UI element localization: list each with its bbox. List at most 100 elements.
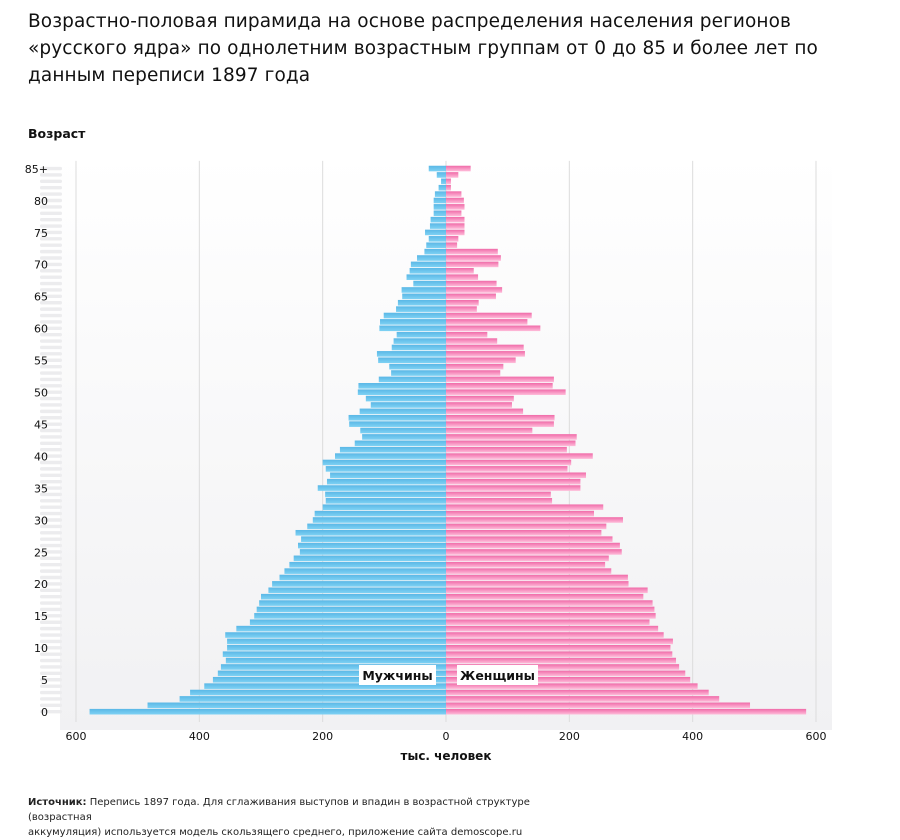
male-bar-age-26 bbox=[298, 542, 446, 549]
male-bar-age-29 bbox=[307, 523, 446, 530]
male-bar-age-18 bbox=[261, 593, 446, 600]
female-bar-age-59 bbox=[446, 331, 488, 338]
stripe-row bbox=[40, 473, 62, 477]
male-bar-age-70 bbox=[410, 261, 446, 268]
male-bar-age-43 bbox=[362, 434, 446, 440]
female-bar-age-71 bbox=[446, 255, 501, 261]
x-axis-tick-labels: 600 400 200 0 200 400 600 bbox=[66, 730, 827, 743]
female-bar-age-43 bbox=[446, 434, 577, 440]
female-bar-age-10 bbox=[446, 645, 671, 651]
y-tick-label: 55 bbox=[34, 355, 48, 368]
stripe-row bbox=[40, 594, 62, 599]
stripe-row bbox=[40, 697, 62, 701]
female-bar-age-21 bbox=[446, 574, 628, 581]
female-bar-age-53 bbox=[446, 370, 501, 376]
male-bar-age-57 bbox=[391, 344, 446, 351]
legend-male: Мужчины bbox=[359, 665, 436, 685]
male-bar-age-60 bbox=[379, 325, 446, 332]
female-bar-age-2 bbox=[446, 696, 720, 702]
legend-female-box bbox=[457, 665, 538, 685]
stripe-row bbox=[40, 211, 62, 215]
y-tick-label: 0 bbox=[41, 706, 48, 719]
male-bar-age-23 bbox=[289, 561, 446, 568]
stripe-row bbox=[40, 173, 62, 177]
y-tick-label: 35 bbox=[34, 482, 48, 495]
male-bar-age-65 bbox=[402, 293, 446, 300]
stripe-row bbox=[40, 569, 62, 573]
male-bar-age-46 bbox=[348, 414, 446, 421]
male-bar-age-71 bbox=[417, 255, 446, 261]
stripe-row bbox=[40, 198, 62, 203]
female-bar-age-36 bbox=[446, 478, 581, 485]
female-bar-age-8 bbox=[446, 657, 677, 664]
female-bar-age-18 bbox=[446, 593, 644, 600]
stripe-row bbox=[40, 326, 62, 330]
stripe-row bbox=[40, 301, 62, 305]
female-bar-age-15 bbox=[446, 613, 656, 619]
y-tick-label: 75 bbox=[34, 227, 48, 240]
stripe-row bbox=[40, 332, 62, 337]
female-bar-age-23 bbox=[446, 561, 606, 568]
female-bar-age-75 bbox=[446, 229, 465, 236]
female-bar-age-70 bbox=[446, 261, 499, 268]
y-tick-label: 50 bbox=[34, 387, 48, 400]
male-bar-age-31 bbox=[314, 510, 446, 517]
female-bar-age-9 bbox=[446, 651, 673, 657]
female-bar-age-84 bbox=[446, 172, 459, 178]
female-bar-age-57 bbox=[446, 344, 524, 351]
male-bars bbox=[89, 165, 447, 715]
male-bar-age-54 bbox=[389, 363, 446, 370]
stripe-row bbox=[40, 422, 62, 426]
male-bar-age-27 bbox=[301, 536, 446, 542]
female-bar-age-37 bbox=[446, 472, 586, 479]
female-bar-age-46 bbox=[446, 414, 555, 421]
male-bar-age-38 bbox=[325, 466, 446, 472]
stripe-row bbox=[40, 505, 62, 509]
male-bar-age-47 bbox=[359, 408, 446, 415]
stripe-row bbox=[40, 524, 62, 529]
stripe-row bbox=[40, 658, 62, 663]
female-bar-age-83 bbox=[446, 178, 451, 185]
female-bar-age-52 bbox=[446, 376, 554, 383]
stripe-row bbox=[40, 256, 62, 260]
female-bar-age-77 bbox=[446, 216, 465, 223]
stripe-row bbox=[40, 371, 62, 375]
female-bar-age-62 bbox=[446, 312, 532, 319]
female-bar-age-60 bbox=[446, 325, 541, 332]
female-bar-age-39 bbox=[446, 459, 572, 466]
legend-male-box bbox=[359, 665, 436, 685]
male-bar-age-84 bbox=[436, 172, 446, 178]
male-bar-age-40 bbox=[335, 453, 446, 459]
chart-title-line-3: данным переписи 1897 года bbox=[28, 65, 311, 86]
male-bar-age-72 bbox=[424, 248, 446, 255]
y-tick-label: 45 bbox=[34, 418, 48, 431]
y-tick-label: 30 bbox=[34, 514, 48, 527]
y-tick-label: 20 bbox=[34, 578, 48, 591]
female-bar-age-3 bbox=[446, 689, 709, 696]
male-bar-age-68 bbox=[406, 274, 446, 280]
female-bar-age-12 bbox=[446, 632, 664, 638]
source-label: Источник: bbox=[28, 797, 87, 808]
stripe-row bbox=[40, 626, 62, 631]
stripe-row bbox=[40, 390, 62, 394]
male-bar-age-76 bbox=[429, 223, 446, 229]
male-bar-age-16 bbox=[256, 606, 446, 613]
male-bar-age-82 bbox=[438, 184, 446, 191]
male-bar-age-36 bbox=[326, 478, 446, 485]
female-bar-age-44 bbox=[446, 427, 533, 434]
female-bar-age-79 bbox=[446, 204, 465, 210]
stripe-row bbox=[40, 396, 62, 401]
stripe-row bbox=[40, 563, 62, 567]
male-bar-age-7 bbox=[220, 664, 446, 670]
male-bar-age-81 bbox=[434, 191, 446, 197]
female-bar-age-25 bbox=[446, 549, 622, 555]
axis-stripe bbox=[40, 166, 62, 714]
male-bar-age-37 bbox=[330, 472, 446, 479]
stripe-row bbox=[40, 262, 62, 267]
stripe-row bbox=[40, 186, 62, 190]
male-bar-age-22 bbox=[284, 568, 446, 574]
female-bar-age-49 bbox=[446, 395, 514, 402]
male-bar-age-78 bbox=[433, 210, 446, 217]
male-bar-age-34 bbox=[325, 491, 446, 498]
stripe-row bbox=[40, 479, 62, 484]
